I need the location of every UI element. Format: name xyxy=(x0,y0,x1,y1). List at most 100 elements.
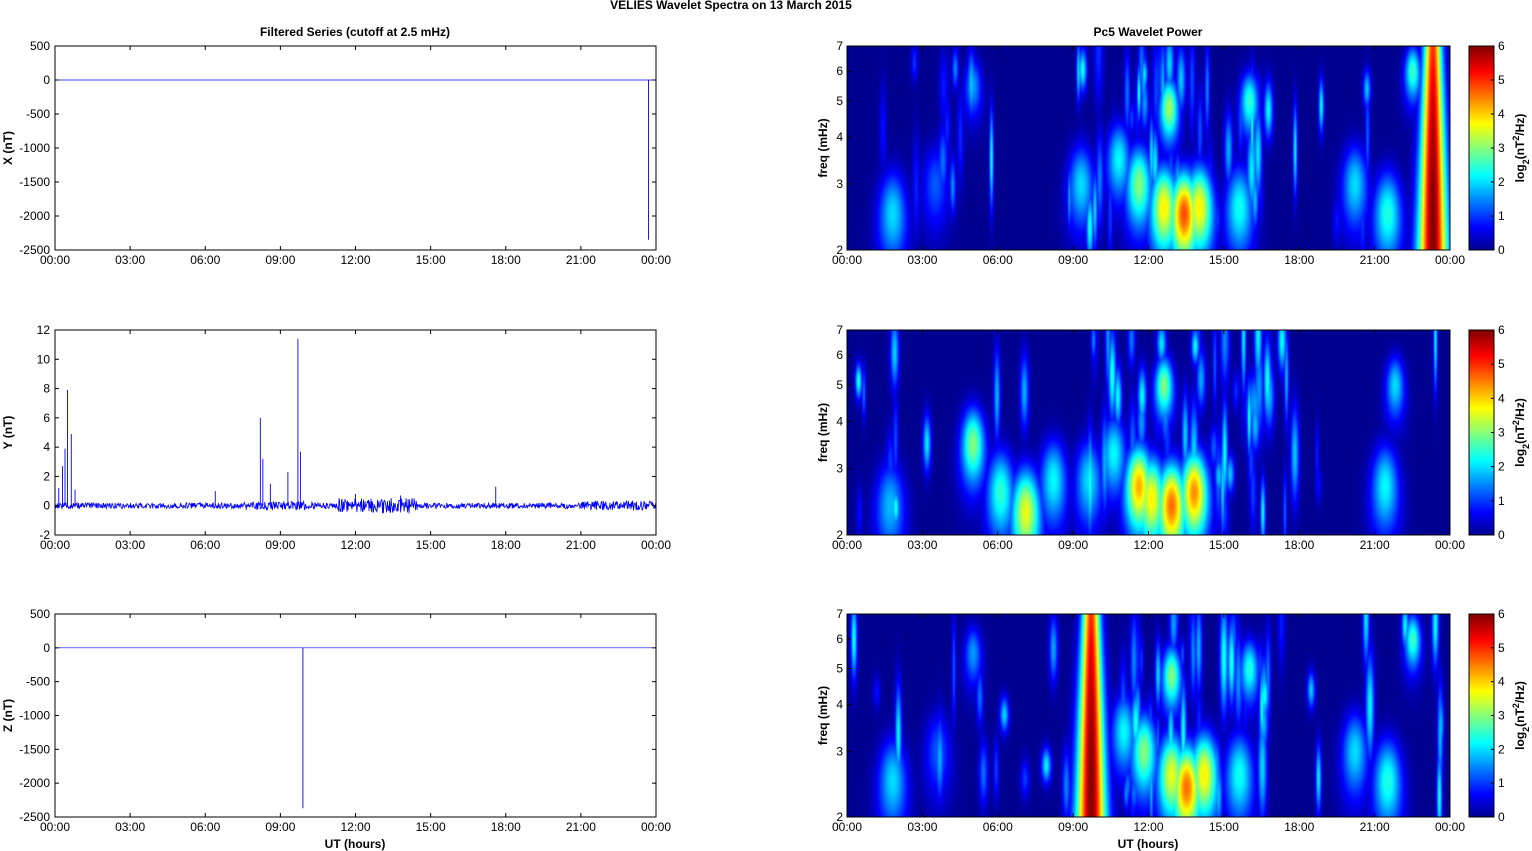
ytick-label: 0 xyxy=(43,73,50,87)
ytick-label: 2 xyxy=(836,528,843,542)
heatmap-xtick-label: 09:00 xyxy=(1058,253,1088,267)
ytick-label: 12 xyxy=(37,323,51,337)
y-axis-label: X (nT) xyxy=(1,131,15,165)
plot-background xyxy=(55,46,656,250)
line-xtick-label: 03:00 xyxy=(115,538,145,552)
ytick-label: 6 xyxy=(836,64,843,78)
y-axis-label: Y (nT) xyxy=(1,416,15,450)
colorbar-tick-label: 5 xyxy=(1498,357,1505,371)
left-xlabel: UT (hours) xyxy=(325,837,386,851)
y-axis-label: freq (mHz) xyxy=(816,686,830,745)
ytick-label: -2 xyxy=(39,528,50,542)
heatmap-xtick-label: 09:00 xyxy=(1058,538,1088,552)
ytick-label: 8 xyxy=(43,382,50,396)
ytick-label: 5 xyxy=(836,662,843,676)
heatmap-xtick-label: 15:00 xyxy=(1209,538,1239,552)
ytick-label: 4 xyxy=(836,698,843,712)
heatmap-xtick-label: 00:00 xyxy=(832,820,862,834)
colorbar-label: log2(nT2/Hz) xyxy=(1511,398,1531,467)
y-axis-label: freq (mHz) xyxy=(816,118,830,177)
ytick-label: 2 xyxy=(836,810,843,824)
line-xtick-label: 03:00 xyxy=(115,820,145,834)
ytick-label: 2 xyxy=(836,243,843,257)
line-xtick-label: 15:00 xyxy=(416,820,446,834)
line-xtick-label: 12:00 xyxy=(340,538,370,552)
colorbar-tick-label: 3 xyxy=(1498,141,1505,155)
colorbar-tick-label: 0 xyxy=(1498,243,1505,257)
colorbar-tick-label: 0 xyxy=(1498,528,1505,542)
ytick-label: 3 xyxy=(836,177,843,191)
ytick-label: -2000 xyxy=(19,209,50,223)
y-axis-label: freq (mHz) xyxy=(816,403,830,462)
colorbar-tick-label: 4 xyxy=(1498,675,1505,689)
line-xtick-label: 00:00 xyxy=(641,253,671,267)
heatmap-panel-3: 2 3 4 5 6 7 00:00 03:00 06:00 09:00 12:00 15:00 18:0… xyxy=(816,607,1531,834)
colorbar-tick-label: 2 xyxy=(1498,742,1505,756)
line-xtick-label: 00:00 xyxy=(641,820,671,834)
wavelet-power-image xyxy=(847,46,1450,250)
colorbar-tick-label: 4 xyxy=(1498,107,1505,121)
heatmap-xtick-label: 06:00 xyxy=(983,538,1013,552)
heatmap-xtick-label: 00:00 xyxy=(1435,820,1465,834)
colorbar-tick-label: 4 xyxy=(1498,391,1505,405)
line-xtick-label: 18:00 xyxy=(491,253,521,267)
left-column-title: Filtered Series (cutoff at 2.5 mHz) xyxy=(260,25,450,39)
heatmap-xtick-label: 06:00 xyxy=(983,253,1013,267)
colorbar-tick-label: 6 xyxy=(1498,323,1505,337)
colorbar-tick-label: 2 xyxy=(1498,175,1505,189)
colorbar-tick-label: 6 xyxy=(1498,39,1505,53)
colorbar-tick-label: 5 xyxy=(1498,641,1505,655)
line-xtick-label: 21:00 xyxy=(566,253,596,267)
ytick-label: 6 xyxy=(43,411,50,425)
line-xtick-label: 15:00 xyxy=(416,253,446,267)
heatmap-xtick-label: 18:00 xyxy=(1284,253,1314,267)
ytick-label: 3 xyxy=(836,744,843,758)
ytick-label: -1500 xyxy=(19,175,50,189)
line-xtick-label: 18:00 xyxy=(491,820,521,834)
heatmap-xtick-label: 00:00 xyxy=(832,253,862,267)
heatmap-xtick-label: 12:00 xyxy=(1133,538,1163,552)
colorbar-tick-label: 5 xyxy=(1498,73,1505,87)
colorbar-tick-label: 6 xyxy=(1498,607,1505,621)
wavelet-power-canvas xyxy=(847,330,1450,535)
heatmap-xtick-label: 06:00 xyxy=(983,820,1013,834)
ytick-label: -500 xyxy=(26,675,50,689)
line-xtick-label: 06:00 xyxy=(190,253,220,267)
ytick-label: 10 xyxy=(37,352,51,366)
line-xtick-label: 09:00 xyxy=(265,538,295,552)
ytick-label: 0 xyxy=(43,499,50,513)
ytick-label: 0 xyxy=(43,641,50,655)
line-xtick-label: 00:00 xyxy=(40,820,70,834)
heatmap-xtick-label: 00:00 xyxy=(1435,538,1465,552)
heatmap-xtick-label: 03:00 xyxy=(907,538,937,552)
ytick-label: 5 xyxy=(836,378,843,392)
ytick-label: 4 xyxy=(43,440,50,454)
wavelet-power-image xyxy=(847,330,1450,535)
colorbar xyxy=(1468,45,1495,251)
ytick-label: 7 xyxy=(836,323,843,337)
line-xtick-label: 21:00 xyxy=(566,820,596,834)
heatmap-xtick-label: 09:00 xyxy=(1058,820,1088,834)
y-axis-label: Z (nT) xyxy=(1,699,15,732)
ytick-label: 6 xyxy=(836,348,843,362)
ytick-label: -2500 xyxy=(19,243,50,257)
ytick-label: 2 xyxy=(43,469,50,483)
colorbar-tick-label: 1 xyxy=(1498,494,1505,508)
ytick-label: 7 xyxy=(836,607,843,621)
colorbar-tick-label: 3 xyxy=(1498,709,1505,723)
colorbar-tick-label: 1 xyxy=(1498,209,1505,223)
heatmap-xtick-label: 00:00 xyxy=(1435,253,1465,267)
line-xtick-label: 15:00 xyxy=(416,538,446,552)
colorbar-label: log2(nT2/Hz) xyxy=(1511,114,1531,183)
heatmap-xtick-label: 12:00 xyxy=(1133,253,1163,267)
colorbar xyxy=(1468,613,1495,818)
right-xlabel: UT (hours) xyxy=(1118,837,1179,851)
colorbar-tick-label: 3 xyxy=(1498,426,1505,440)
right-column-title: Pc5 Wavelet Power xyxy=(1094,25,1203,39)
heatmap-panel-2: 2 3 4 5 6 7 00:00 03:00 06:00 09:00 12:00 15:00 18:0… xyxy=(816,323,1531,552)
ytick-label: 500 xyxy=(30,607,50,621)
ytick-label: 4 xyxy=(836,130,843,144)
